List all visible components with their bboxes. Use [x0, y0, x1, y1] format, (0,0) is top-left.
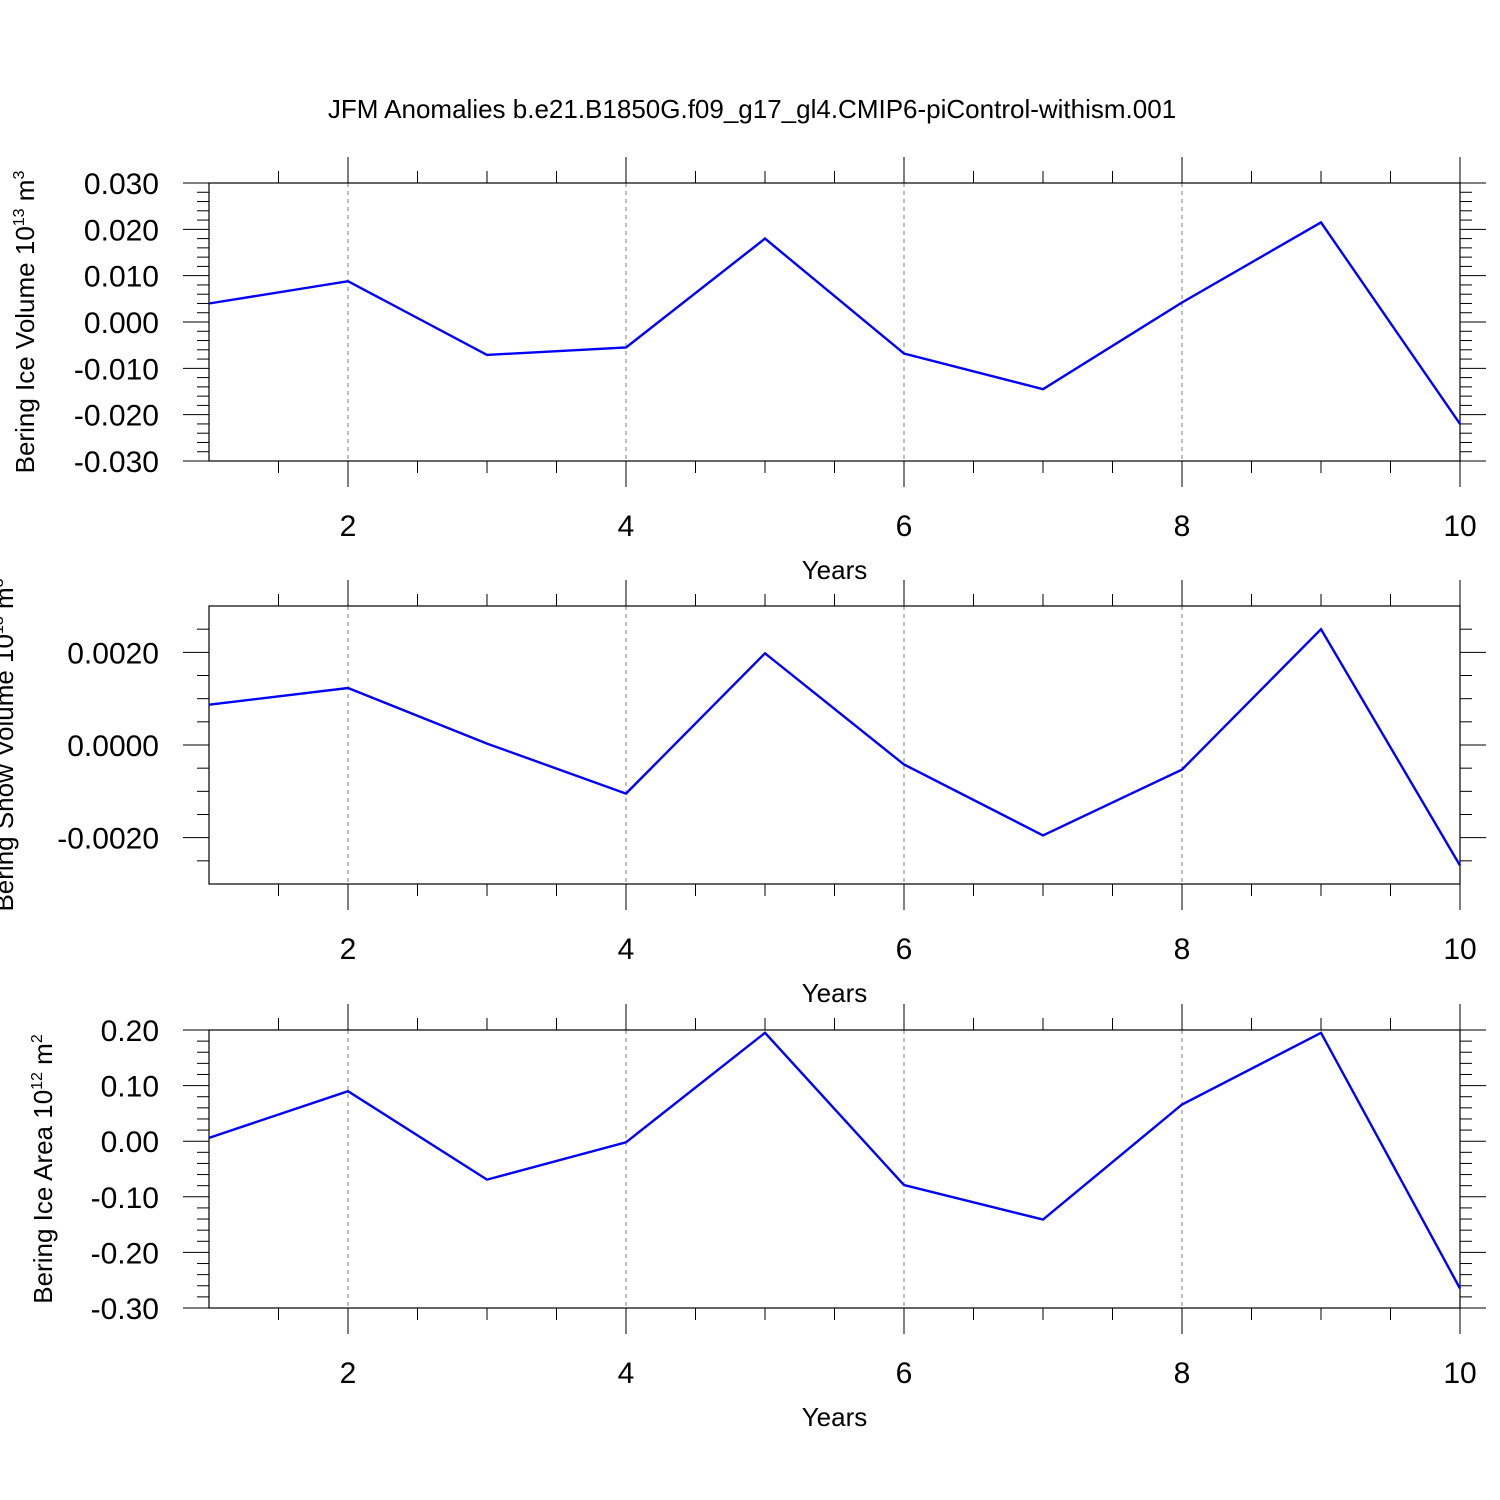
x-axis-label: Years [802, 555, 868, 585]
x-tick-label: 6 [896, 510, 913, 543]
y-axis-label-superscript: 2 [29, 1034, 46, 1043]
y-tick-label: -0.30 [91, 1293, 159, 1326]
y-tick-label: 0.20 [101, 1015, 159, 1048]
x-axis-label: Years [802, 1402, 868, 1432]
y-axis-label: Bering Ice Volume 1013 m3 [10, 171, 40, 474]
y-tick-label: 0.030 [84, 168, 159, 201]
x-tick-label: 4 [618, 933, 635, 966]
figure-title: JFM Anomalies b.e21.B1850G.f09_g17_gl4.C… [328, 94, 1176, 124]
y-tick-label: -0.020 [74, 400, 159, 433]
x-tick-label: 6 [896, 1357, 913, 1390]
x-tick-label: 10 [1443, 933, 1476, 966]
panel-1: 2 4 6 8 10 0.030 0.020 0.010 0.000 -0.010 -0.020 -0… [10, 157, 1486, 585]
series-line [208, 1031, 1462, 1290]
x-tick-label: 10 [1443, 510, 1476, 543]
y-tick-label: 0.020 [84, 214, 159, 247]
x-tick-label: 6 [896, 933, 913, 966]
y-tick-label: -0.0020 [57, 823, 159, 856]
y-tick-label: 0.000 [84, 307, 159, 340]
y-axis-label-superscript: 3 [11, 171, 28, 180]
y-tick-label: 0.0000 [67, 730, 159, 763]
y-axis-label: Bering Snow Volume 1013 m3 [0, 578, 19, 911]
x-tick-label: 2 [340, 1357, 357, 1390]
plot-frame [208, 1029, 1461, 1309]
y-axis-label-superscript: 13 [11, 208, 28, 226]
x-tick-label: 10 [1443, 1357, 1476, 1390]
x-tick-label: 4 [618, 510, 635, 543]
y-axis-label-part: m [0, 587, 19, 616]
y-tick-label: -0.010 [74, 353, 159, 386]
x-tick-label: 8 [1174, 510, 1191, 543]
y-tick-label: -0.10 [91, 1182, 159, 1215]
series-line [208, 220, 1461, 425]
plot-frame [208, 605, 1461, 885]
panel-2: 2 4 6 8 10 0.0020 0.0000 -0.0020 Years Bering Sno… [0, 578, 1486, 1008]
y-tick-label: -0.030 [74, 446, 159, 479]
y-tick-label: 0.010 [84, 261, 159, 294]
panel-3: 2 4 6 8 10 0.20 0.10 0.00 -0.10 -0.20 -0.30 Years Be… [28, 1004, 1486, 1432]
series-line [208, 627, 1462, 867]
y-axis-label-part: Bering Snow Volume 10 [0, 634, 19, 912]
plot-frame [208, 182, 1461, 462]
x-tick-label: 2 [340, 510, 357, 543]
y-axis-label-superscript: 13 [0, 616, 7, 634]
y-tick-label: -0.20 [91, 1237, 159, 1270]
x-tick-label: 2 [340, 933, 357, 966]
x-tick-label: 8 [1174, 933, 1191, 966]
y-axis-label-superscript: 12 [29, 1072, 46, 1090]
y-axis-label-part: Bering Ice Volume 10 [10, 226, 40, 473]
y-axis-label: Bering Ice Area 1012 m2 [28, 1034, 58, 1304]
x-tick-label: 8 [1174, 1357, 1191, 1390]
x-axis-label: Years [802, 978, 868, 1008]
y-tick-label: 0.00 [101, 1126, 159, 1159]
y-tick-label: 0.0020 [67, 637, 159, 670]
y-axis-label-part: Bering Ice Area 10 [28, 1090, 58, 1304]
y-axis-label-superscript: 3 [0, 578, 7, 587]
y-axis-label-part: m [10, 180, 40, 209]
y-axis-label-part: m [28, 1043, 58, 1072]
x-tick-label: 4 [618, 1357, 635, 1390]
y-tick-label: 0.10 [101, 1071, 159, 1104]
